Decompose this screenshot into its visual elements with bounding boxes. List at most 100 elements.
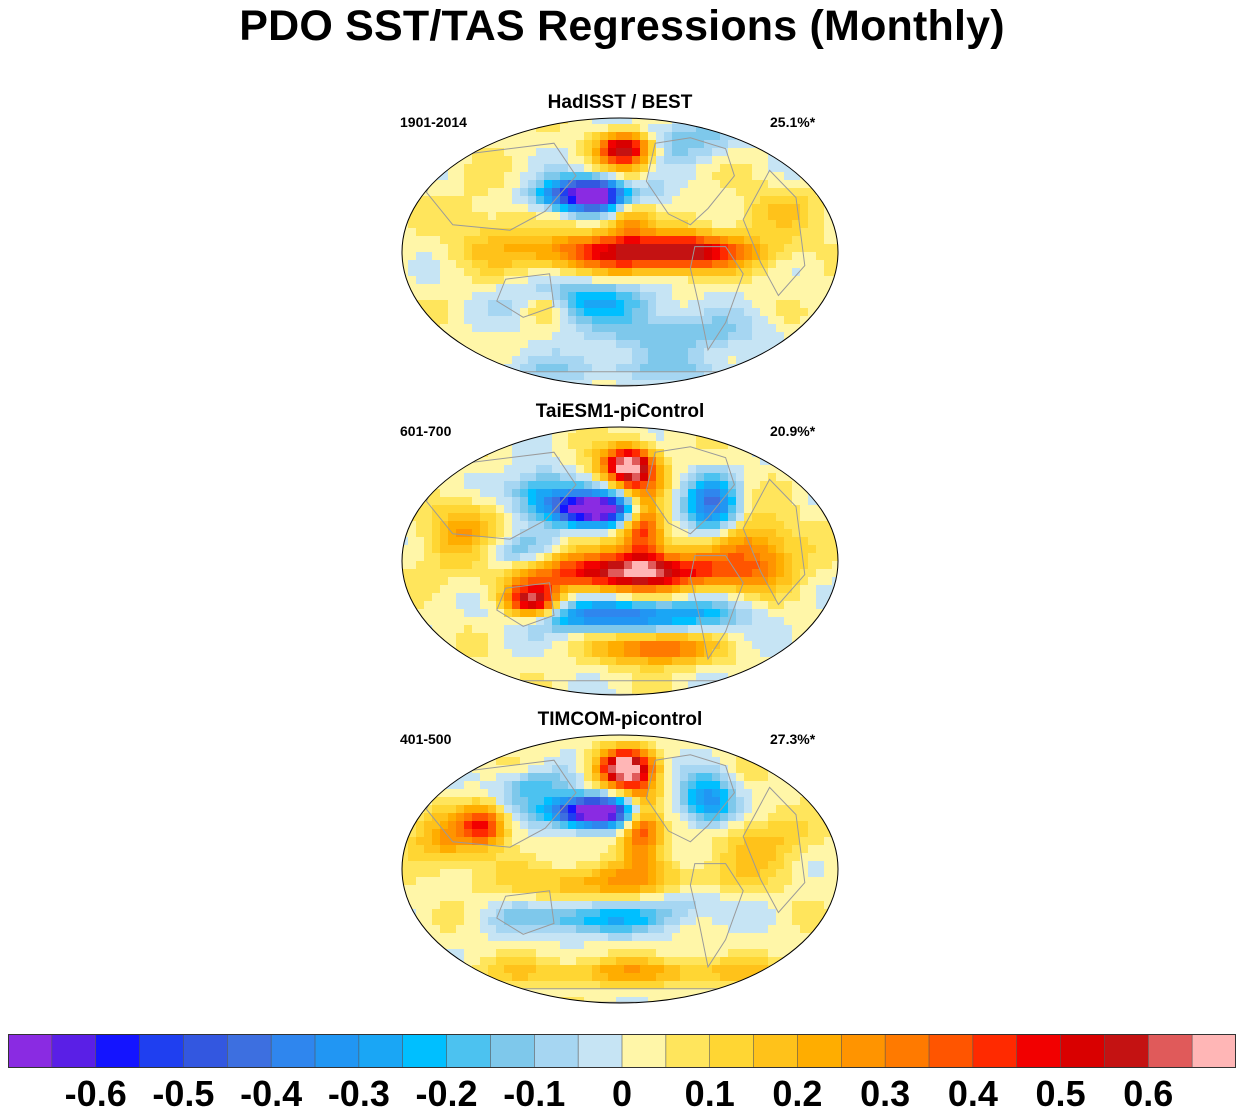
map-cell <box>792 260 801 269</box>
map-cell <box>696 364 705 373</box>
map-cell <box>680 356 689 365</box>
map-cell <box>824 124 833 133</box>
map-cell <box>656 236 665 245</box>
map-cell <box>816 252 825 261</box>
map-cell <box>600 118 609 125</box>
map-cell <box>760 821 769 830</box>
map-cell <box>696 893 705 902</box>
map-cell <box>648 877 657 886</box>
map-cell <box>656 829 665 838</box>
map-cell <box>584 593 593 602</box>
map-cell <box>592 765 601 774</box>
map-cell <box>808 601 817 610</box>
map-cell <box>768 813 777 822</box>
map-cell <box>752 673 761 682</box>
map-cell <box>568 633 577 642</box>
map-cell <box>736 156 745 165</box>
map-cell <box>536 164 545 173</box>
map-cell <box>664 505 673 514</box>
map-cell <box>432 797 441 806</box>
map-cell <box>640 765 649 774</box>
map-cell <box>744 829 753 838</box>
map-cell <box>552 861 561 870</box>
map-cell <box>824 204 833 213</box>
map-cell <box>440 529 449 538</box>
map-cell <box>728 649 737 658</box>
map-cell <box>512 609 521 618</box>
map-cell <box>504 252 513 261</box>
map-cell <box>528 633 537 642</box>
map-cell <box>560 489 569 498</box>
map-cell <box>696 609 705 618</box>
map-cell <box>600 356 609 365</box>
map-cell <box>824 473 833 482</box>
map-cell <box>504 513 513 522</box>
map-cell <box>672 545 681 554</box>
map-cell <box>792 741 801 750</box>
map-cell <box>672 505 681 514</box>
map-cell <box>576 805 585 814</box>
map-cell <box>720 689 729 695</box>
map-cell <box>624 665 633 674</box>
map-cell <box>680 148 689 157</box>
map-cell <box>648 513 657 522</box>
map-cell <box>728 332 737 341</box>
map-cell <box>776 585 785 594</box>
map-cell <box>760 609 769 618</box>
map-cell <box>816 765 825 774</box>
map-cell <box>456 236 465 245</box>
map-cell <box>402 689 409 695</box>
map-cell <box>744 348 753 357</box>
map-cell <box>672 204 681 213</box>
map-cell <box>728 633 737 642</box>
map-cell <box>472 140 481 149</box>
map-cell <box>504 196 513 205</box>
map-cell <box>448 741 457 750</box>
map-cell <box>488 837 497 846</box>
map-cell <box>632 497 641 506</box>
map-cell <box>496 545 505 554</box>
map-cell <box>592 172 601 181</box>
map-cell <box>520 521 529 530</box>
panel-title: HadISST / BEST <box>547 92 693 113</box>
map-cell <box>440 308 449 317</box>
map-cell <box>816 316 825 325</box>
map-cell <box>752 545 761 554</box>
map-cell <box>472 481 481 490</box>
map-cell <box>776 124 785 133</box>
map-cell <box>824 260 833 269</box>
map-cell <box>600 244 609 253</box>
map-cell <box>504 781 513 790</box>
map-cell <box>528 585 537 594</box>
map-cell <box>720 797 729 806</box>
map-cell <box>688 212 697 221</box>
map-cell <box>456 577 465 586</box>
map-cell <box>688 585 697 594</box>
map-cell <box>616 164 625 173</box>
map-cell <box>720 473 729 482</box>
map-cell <box>832 505 838 514</box>
map-cell <box>600 204 609 213</box>
map-cell <box>736 204 745 213</box>
map-cell <box>472 553 481 562</box>
map-cell <box>760 497 769 506</box>
map-cell <box>624 877 633 886</box>
map-cell <box>632 316 641 325</box>
map-cell <box>696 356 705 365</box>
map-cell <box>608 308 617 317</box>
map-cell <box>448 641 457 650</box>
map-cell <box>568 609 577 618</box>
map-cell <box>600 132 609 141</box>
map-cell <box>464 853 473 862</box>
map-cell <box>696 877 705 886</box>
map-cell <box>576 797 585 806</box>
map-cell <box>402 300 409 309</box>
map-cell <box>704 797 713 806</box>
map-cell <box>416 124 425 133</box>
map-cell <box>720 188 729 197</box>
map-cell <box>728 741 737 750</box>
map-cell <box>696 481 705 490</box>
map-cell <box>736 188 745 197</box>
map-cell <box>776 513 785 522</box>
map-cell <box>704 901 713 910</box>
